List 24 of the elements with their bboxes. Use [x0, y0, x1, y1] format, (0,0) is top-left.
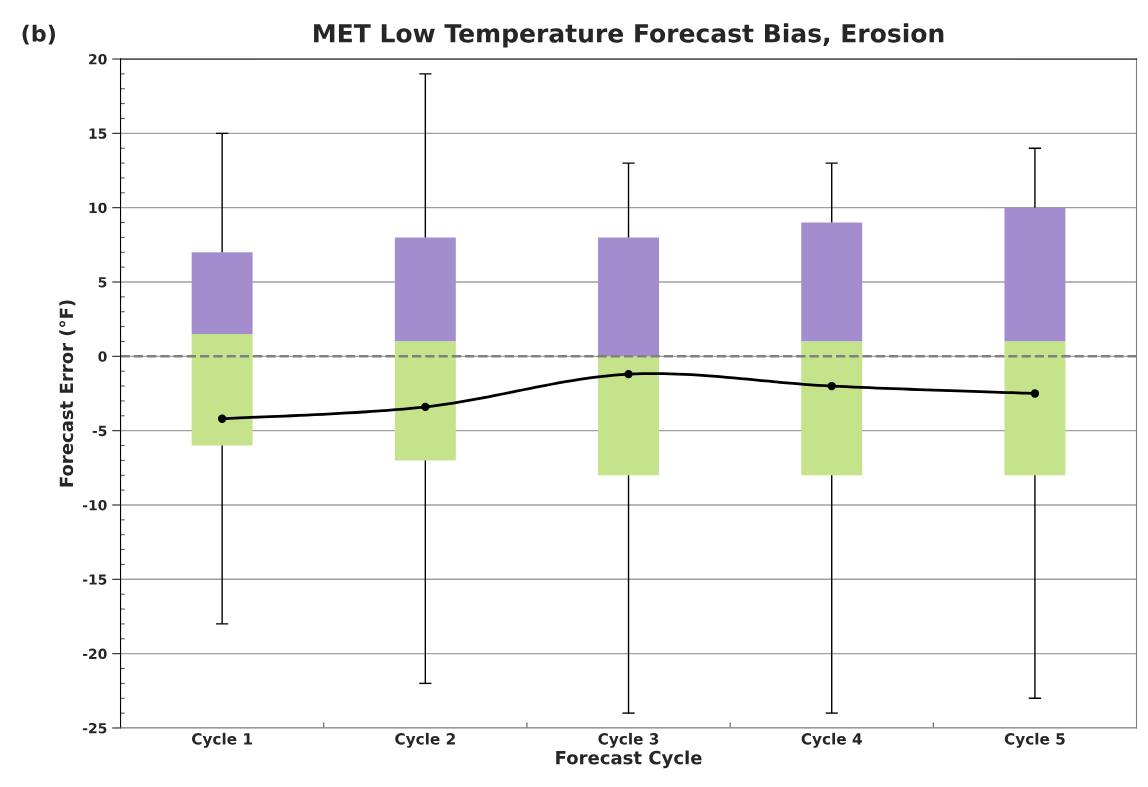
x-tick-label: Cycle 4 — [801, 732, 862, 748]
x-tick-label: Cycle 5 — [1004, 732, 1065, 748]
y-tick-label: -10 — [83, 499, 107, 511]
y-tick-label: 0 — [98, 351, 107, 362]
x-axis-title: Forecast Cycle — [556, 750, 702, 769]
chart-title: MET Low Temperature Forecast Bias, Erosion — [314, 23, 944, 48]
x-tick-label: Cycle 2 — [395, 732, 455, 748]
point — [624, 370, 633, 379]
y-tick-label: 5 — [98, 277, 107, 288]
y-tick-label: 20 — [89, 53, 107, 65]
y-tick-label: -15 — [83, 574, 107, 585]
point — [1030, 389, 1040, 398]
y-tick-label: -25 — [83, 722, 107, 734]
y-tick-label: 15 — [89, 128, 107, 139]
y-tick-label: -20 — [83, 648, 107, 660]
point — [421, 402, 430, 412]
point — [217, 414, 227, 423]
point — [827, 381, 836, 391]
y-tick-label: 10 — [89, 202, 107, 214]
y-tick-label: -5 — [92, 425, 107, 437]
y-axis-title: Forecast Error (°F) — [59, 300, 76, 487]
x-tick-label: Cycle 3 — [598, 732, 659, 748]
text: (b) — [22, 24, 55, 45]
x-tick-label: Cycle 1 — [192, 732, 252, 748]
